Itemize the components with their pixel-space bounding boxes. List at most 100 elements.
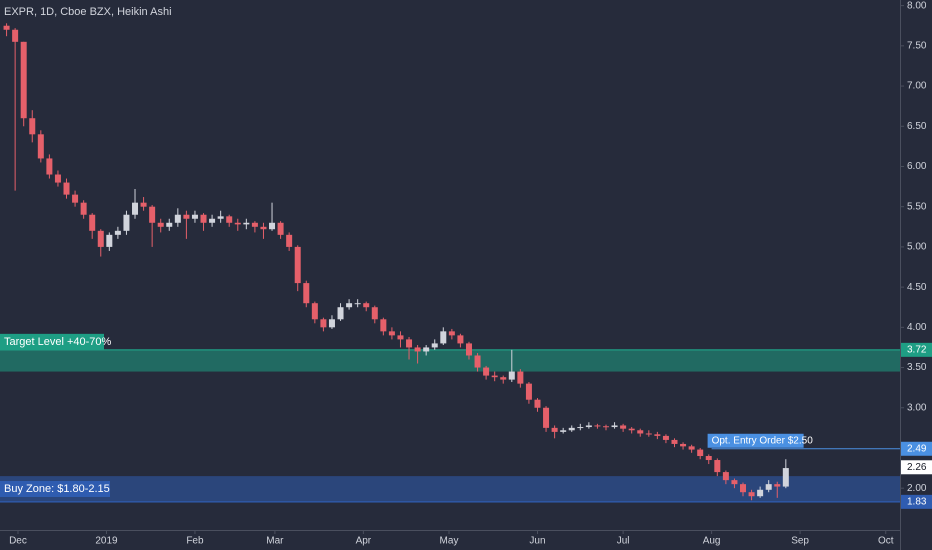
y-tick-label: 7.50 [907, 40, 927, 51]
candle-body [680, 443, 687, 447]
candle-body [782, 468, 789, 487]
candle-body [114, 230, 121, 235]
candle-body [140, 202, 147, 207]
y-tick-label: 5.50 [907, 201, 927, 212]
candle-body [731, 480, 738, 485]
x-tick-label: Feb [186, 536, 204, 547]
candle-body [132, 202, 139, 215]
candle-body [431, 343, 438, 348]
candle-body [37, 134, 44, 159]
candle-body [440, 331, 447, 344]
y-tick-label: 4.00 [907, 322, 927, 333]
candle-body [80, 202, 87, 215]
candle-body [594, 425, 601, 427]
candle-body [72, 194, 79, 203]
x-tick-label: Apr [356, 536, 372, 547]
entry-label-box [707, 433, 804, 448]
candle-body [277, 222, 284, 235]
last-price-label: 2.26 [907, 462, 927, 473]
x-tick-label: May [440, 536, 459, 547]
candle-body [337, 307, 344, 320]
candle-body [209, 218, 216, 223]
candle-body [508, 371, 515, 380]
candle-body [346, 303, 353, 308]
candle-body [414, 347, 421, 352]
candle-body [568, 427, 575, 431]
candle-body [637, 430, 644, 434]
candle-body [551, 427, 558, 432]
candle-body [269, 222, 276, 230]
candle-body [380, 319, 387, 332]
candle-body [543, 407, 550, 428]
zone-label: Buy Zone: $1.80-2.15 [4, 483, 110, 495]
candle-body [191, 214, 198, 219]
entry-label: Opt. Entry Order $2.50 [712, 435, 814, 446]
candle-body [448, 331, 455, 336]
candle-body [671, 439, 678, 444]
candle-body [585, 425, 592, 428]
candle-body [303, 283, 310, 304]
candle-body [722, 472, 729, 481]
candle-body [174, 214, 181, 223]
candle-body [234, 222, 241, 225]
y-tick-label: 8.00 [907, 0, 927, 11]
y-tick-label: 5.00 [907, 242, 927, 253]
candle-body [20, 41, 27, 119]
candle-body [226, 216, 233, 223]
candle-body [89, 214, 96, 231]
y-tick-label: 6.50 [907, 121, 927, 132]
candle-body [294, 246, 301, 284]
y-tick-label: 4.50 [907, 282, 927, 293]
y-tick-label: 3.00 [907, 402, 927, 413]
candle-body [251, 222, 258, 227]
candle-body [662, 435, 669, 440]
candle-body [705, 456, 712, 461]
zone-label-box [0, 480, 110, 497]
candle-body [457, 335, 464, 344]
candle-body [645, 433, 652, 435]
candle-body [474, 355, 481, 368]
candle-body [97, 230, 104, 247]
candle-body [602, 426, 609, 428]
candle-body [54, 174, 61, 183]
candle-body [149, 206, 156, 223]
candle-body [29, 118, 36, 135]
candle-body [320, 319, 327, 328]
x-tick-label: Dec [9, 536, 27, 547]
x-tick-label: Jun [529, 536, 545, 547]
candle-body [765, 484, 772, 490]
candle-body [166, 222, 173, 227]
candle-body [243, 222, 250, 225]
x-tick-label: Oct [878, 536, 894, 547]
candle-body [534, 399, 541, 408]
last-price-box [901, 460, 932, 475]
candle-body [423, 347, 430, 352]
candle-body [354, 303, 361, 305]
x-tick-label: 2019 [95, 536, 118, 547]
candle-body [46, 158, 53, 175]
candle-body [200, 214, 207, 223]
candle-body [774, 484, 781, 487]
candle-body [465, 343, 472, 356]
y-tick-label: 7.00 [907, 81, 927, 92]
candle-body [12, 29, 19, 42]
y-tick-label: 3.50 [907, 362, 927, 373]
candle-body [740, 484, 747, 493]
price-label-box [901, 494, 932, 509]
y-tick-label: 2.00 [907, 483, 927, 494]
candle-body [286, 234, 293, 247]
candle-body [106, 234, 113, 247]
x-tick-label: Jul [617, 536, 630, 547]
candle-body [491, 375, 498, 378]
candle-body [560, 430, 567, 432]
zone [0, 349, 900, 372]
candle-body [123, 214, 130, 231]
candle-body [620, 425, 627, 429]
candle-body [688, 446, 695, 450]
x-tick-label: Aug [703, 536, 721, 547]
candle-body [748, 492, 755, 497]
zone-label: Target Level +40-70% [4, 336, 112, 348]
